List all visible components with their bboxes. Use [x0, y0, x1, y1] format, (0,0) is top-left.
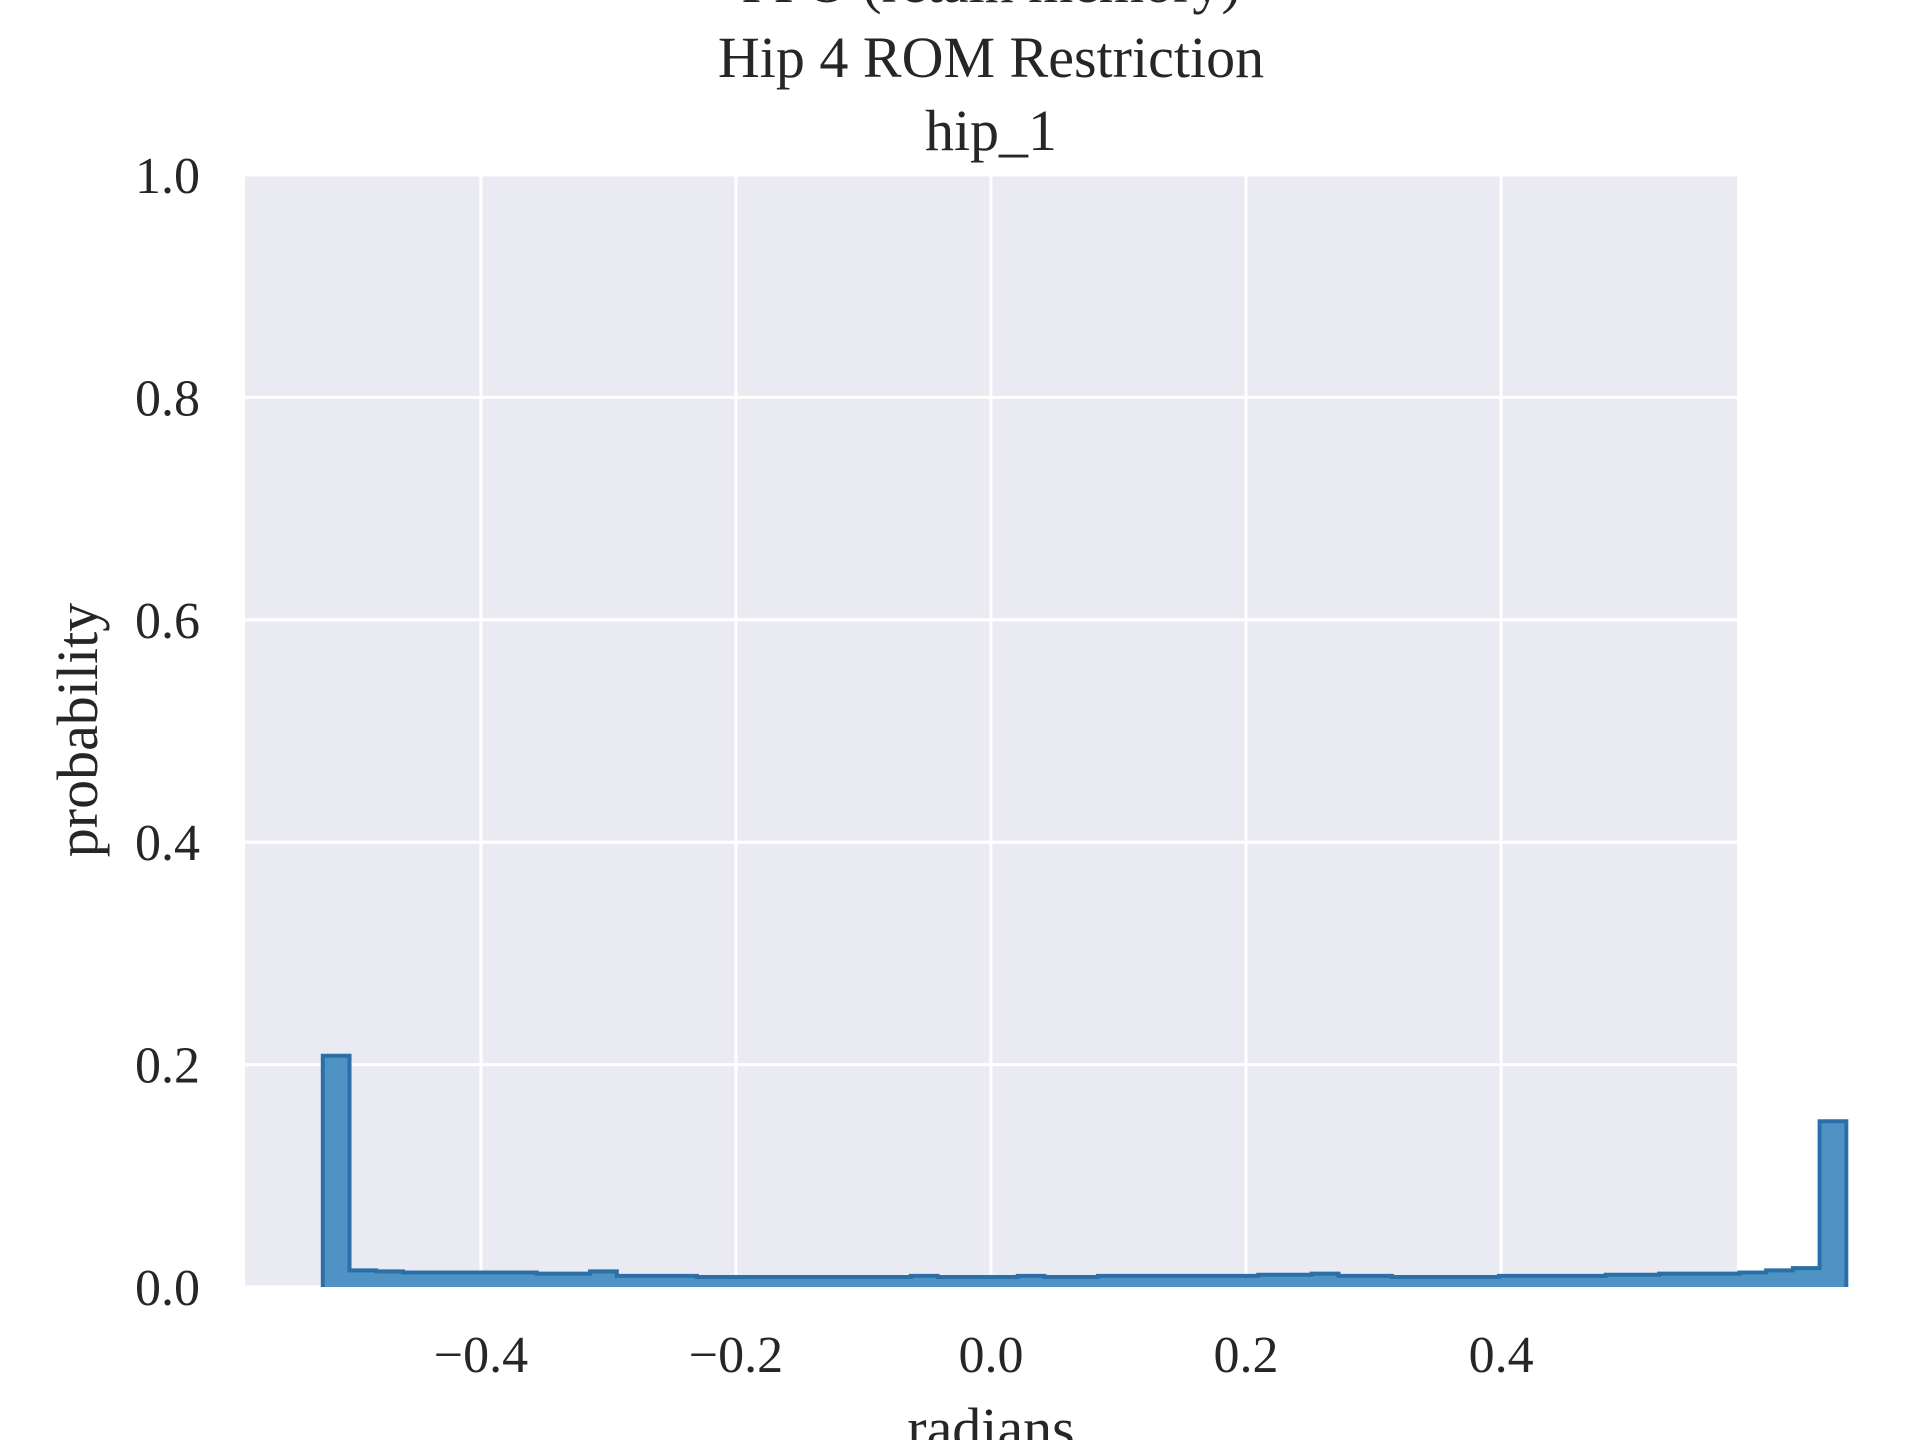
histogram-bar	[1445, 1276, 1473, 1287]
histogram-bar	[803, 1276, 832, 1287]
histogram-outline	[320, 1053, 1849, 1287]
y-tick-label: 0.2	[135, 1038, 200, 1095]
histogram-bar	[1231, 1275, 1259, 1287]
histogram-bar	[1739, 1272, 1767, 1287]
x-tick-label: −0.2	[689, 1327, 783, 1384]
x-tick-label: 0.4	[1469, 1327, 1534, 1384]
chart-title-line-1: PPO (retain memory)	[741, 0, 1240, 15]
histogram-bar	[483, 1272, 511, 1287]
histogram-bar	[616, 1275, 645, 1287]
histogram-bar	[402, 1272, 431, 1287]
histogram-bar	[1579, 1275, 1607, 1287]
histogram-bars	[320, 1053, 1849, 1287]
histogram-bar	[1498, 1275, 1527, 1287]
x-tick-label: 0.2	[1214, 1327, 1279, 1384]
histogram-bar	[1418, 1276, 1446, 1287]
histogram-bar	[456, 1272, 484, 1287]
histogram-bar	[670, 1275, 698, 1287]
histogram-bar	[1685, 1273, 1714, 1287]
histogram-bar	[991, 1276, 1019, 1287]
histogram-bar	[1178, 1275, 1206, 1287]
histogram-bar	[1124, 1275, 1152, 1287]
grid-lines	[245, 173, 1737, 1289]
y-axis-ticks: 0.0 0.2 0.4 0.6 0.8 1.0	[135, 148, 200, 1317]
y-tick-label: 0.8	[135, 370, 200, 427]
histogram-bar	[1712, 1273, 1740, 1287]
y-tick-label: 0.0	[135, 1260, 200, 1317]
x-axis-label: radians	[907, 1396, 1075, 1440]
histogram-bar	[1071, 1276, 1099, 1287]
y-axis-label: probability	[45, 603, 110, 858]
histogram-bar	[322, 1055, 351, 1287]
histogram-bar	[563, 1273, 591, 1287]
histogram-bar	[349, 1270, 377, 1287]
x-tick-label: 0.0	[959, 1327, 1024, 1384]
histogram-bar	[1552, 1275, 1580, 1287]
histogram-bar	[857, 1276, 885, 1287]
histogram-bar	[1472, 1276, 1500, 1287]
histogram-bar	[723, 1276, 752, 1287]
y-tick-label: 0.4	[135, 815, 200, 872]
histogram-bar	[750, 1276, 778, 1287]
histogram-bar	[1285, 1274, 1313, 1287]
histogram-bar	[1258, 1274, 1286, 1287]
histogram-bar	[1311, 1273, 1340, 1287]
chart-title-line-2: Hip 4 ROM Restriction	[718, 25, 1264, 90]
histogram-bar	[830, 1276, 858, 1287]
histogram-bar	[1338, 1275, 1366, 1287]
histogram-bar	[509, 1272, 538, 1287]
histogram-bar	[937, 1276, 965, 1287]
histogram-bar	[1391, 1276, 1420, 1287]
histogram-bar	[777, 1276, 805, 1287]
histogram-bar	[590, 1271, 618, 1287]
histogram-bar	[1017, 1275, 1046, 1287]
histogram-bar	[429, 1272, 458, 1287]
histogram-bar	[1632, 1274, 1660, 1287]
histogram-bar	[910, 1275, 939, 1287]
chart-title-line-3: hip_1	[925, 98, 1057, 163]
x-axis-ticks: −0.4 −0.2 0.0 0.2 0.4	[434, 1327, 1534, 1384]
histogram-bar	[964, 1276, 992, 1287]
histogram-bar	[1044, 1276, 1072, 1287]
histogram-bar	[1204, 1275, 1233, 1287]
histogram-bar	[1365, 1275, 1393, 1287]
y-tick-label: 1.0	[135, 148, 200, 205]
histogram-bar	[643, 1275, 671, 1287]
x-tick-label: −0.4	[434, 1327, 528, 1384]
histogram-bar	[536, 1273, 564, 1287]
histogram-bar	[1766, 1270, 1794, 1287]
histogram-bar	[1819, 1121, 1847, 1287]
y-tick-label: 0.6	[135, 593, 200, 650]
histogram-bar	[376, 1271, 404, 1287]
histogram-bar	[696, 1276, 725, 1287]
histogram-bar	[1605, 1274, 1634, 1287]
histogram-bar	[884, 1276, 912, 1287]
histogram-bar	[1659, 1273, 1687, 1287]
histogram-bar	[1792, 1268, 1821, 1287]
histogram-bar	[1151, 1275, 1179, 1287]
histogram-bar	[1097, 1275, 1126, 1287]
histogram-bar	[1525, 1275, 1553, 1287]
